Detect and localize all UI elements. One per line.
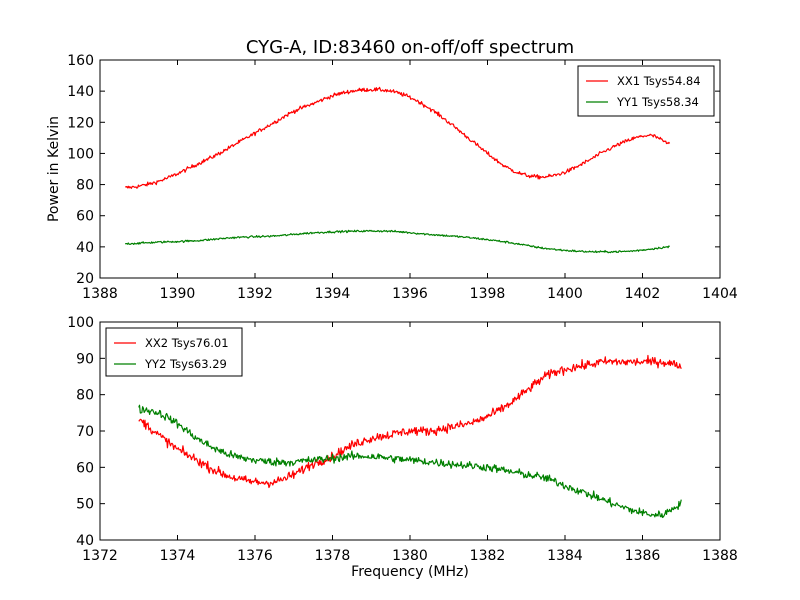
y-tick-label: 140 — [67, 84, 94, 100]
x-tick-label: 1378 — [315, 548, 351, 564]
y-tick-label: 40 — [76, 533, 94, 549]
x-tick-label: 1390 — [160, 286, 196, 302]
legend: XX1 Tsys54.84 YY1 Tsys58.34 — [577, 65, 715, 117]
x-tick-label: 1396 — [392, 286, 428, 302]
series-line-2 — [138, 404, 682, 519]
x-tick-label: 1384 — [547, 548, 583, 564]
legend: XX2 Tsys76.01 YY2 Tsys63.29 — [105, 327, 243, 377]
x-tick-label: 1400 — [547, 286, 583, 302]
y-tick-label: 20 — [76, 271, 94, 287]
x-tick-label: 1374 — [160, 548, 196, 564]
legend-label: XX2 Tsys76.01 — [145, 336, 229, 350]
series-line-1 — [138, 354, 682, 489]
y-tick-label: 70 — [76, 424, 94, 440]
y-tick-label: 120 — [67, 115, 94, 131]
x-tick-label: 1404 — [702, 286, 738, 302]
y-tick-label: 90 — [76, 351, 94, 367]
chart-title: CYG-A, ID:83460 on-off/off spectrum — [246, 37, 574, 58]
series-line-2 — [124, 229, 671, 254]
x-tick-label: 1388 — [702, 548, 738, 564]
legend-label: XX1 Tsys54.84 — [617, 74, 701, 88]
y-tick-label: 50 — [76, 497, 94, 513]
x-axis-label: Frequency (MHz) — [351, 564, 469, 580]
legend-box — [105, 327, 243, 377]
x-tick-label: 1392 — [237, 286, 273, 302]
y-tick-label: 60 — [76, 460, 94, 476]
x-tick-label: 1376 — [237, 548, 273, 564]
y-tick-label: 100 — [67, 315, 94, 331]
x-tick-label: 1382 — [470, 548, 506, 564]
x-tick-label: 1372 — [82, 548, 118, 564]
y-tick-label: 60 — [76, 209, 94, 225]
chart-panel-1: 1388 1390 1392 1394 1396 1398 1400 1402 1404 20 40… — [46, 53, 738, 302]
y-tick-label: 160 — [67, 53, 94, 69]
x-tick-label: 1398 — [470, 286, 506, 302]
y-axis-label: Power in Kelvin — [46, 116, 62, 222]
x-tick-label: 1388 — [82, 286, 118, 302]
legend-box — [577, 65, 715, 117]
x-tick-label: 1386 — [625, 548, 661, 564]
chart-panel-2: 1372 1374 1376 1378 1380 1382 1384 1386 1388 40 50… — [67, 315, 738, 580]
y-tick-label: 80 — [76, 388, 94, 404]
legend-label: YY2 Tsys63.29 — [144, 357, 227, 371]
y-tick-label: 80 — [76, 178, 94, 194]
y-tick-label: 40 — [76, 240, 94, 256]
y-tick-label: 100 — [67, 146, 94, 162]
x-tick-label: 1394 — [315, 286, 351, 302]
legend-label: YY1 Tsys58.34 — [616, 95, 699, 109]
series-line-1 — [125, 86, 671, 189]
x-tick-label: 1402 — [625, 286, 661, 302]
x-tick-label: 1380 — [392, 548, 428, 564]
